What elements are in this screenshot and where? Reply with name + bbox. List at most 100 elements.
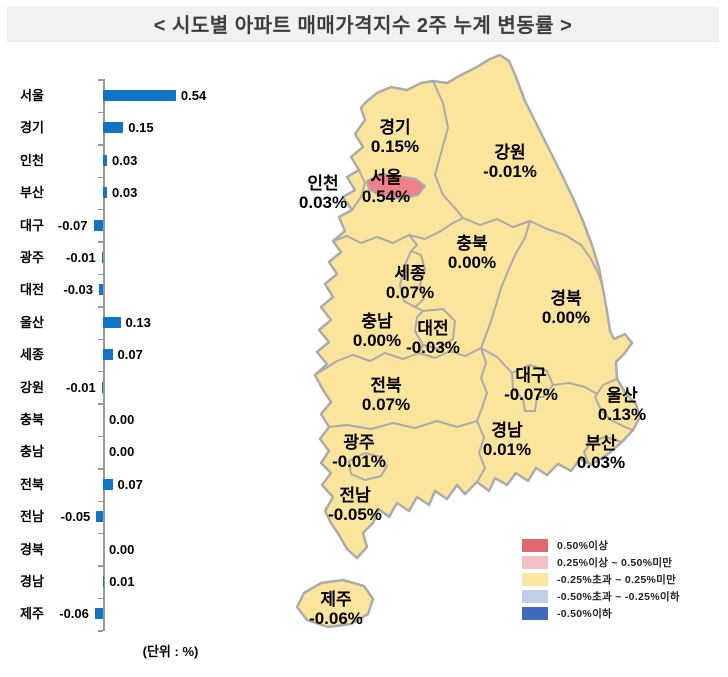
legend-label: 0.25%이상 ~ 0.50%미만 bbox=[557, 557, 673, 569]
legend-color-swatch bbox=[522, 607, 548, 620]
bar bbox=[103, 478, 113, 490]
bar-category-label: 서울 bbox=[20, 88, 44, 103]
page-title: < 시도별 아파트 매매가격지수 2주 누계 변동률 > bbox=[153, 15, 573, 37]
bar-value: 0.13 bbox=[125, 314, 151, 330]
region-busan-outline bbox=[583, 436, 623, 466]
map-region-label-5: 세종 0.07% bbox=[386, 264, 434, 302]
legend-label: -0.50%이하 bbox=[557, 608, 612, 620]
bar bbox=[99, 284, 103, 296]
region-ulsan-outline bbox=[594, 378, 634, 431]
border-daejeon-jeonbuk bbox=[418, 344, 424, 354]
map-region-label-15: 전남 -0.05% bbox=[328, 486, 382, 524]
bar-category-label: 부산 bbox=[20, 185, 44, 201]
map-region-value: 0.00% bbox=[352, 331, 402, 350]
map-region-name: 제주 bbox=[320, 590, 352, 609]
bar-category-label: 대전 bbox=[20, 282, 44, 298]
map-region-label-4: 충북 0.00% bbox=[448, 234, 496, 272]
bar-category-label: 충북 bbox=[20, 412, 44, 427]
border-gyeonggi-gangwon bbox=[432, 80, 464, 219]
map-region-value: 0.13% bbox=[597, 405, 647, 424]
bar-value: 0.03 bbox=[112, 185, 138, 201]
bar-category-label: 광주 bbox=[20, 250, 44, 265]
bar-value: 0.00 bbox=[109, 541, 135, 557]
region-sejong-outline bbox=[399, 250, 426, 308]
map-region-label-3: 서울 0.54% bbox=[362, 168, 410, 206]
bar bbox=[94, 608, 103, 620]
region-jeju-outline bbox=[295, 578, 375, 629]
legend-row: -0.25%초과 ~ 0.25%미만 bbox=[522, 571, 680, 588]
bar bbox=[103, 349, 113, 361]
border-chungbuk-jeonbuk bbox=[418, 347, 482, 359]
region-seoul bbox=[366, 173, 426, 200]
axis-tick bbox=[98, 79, 103, 81]
map-region-name: 대전 bbox=[417, 319, 449, 338]
unit-note: (단위 : %) bbox=[142, 644, 199, 659]
map-region-label-16: 제주 -0.06% bbox=[309, 590, 363, 628]
map-region-value: 0.15% bbox=[370, 137, 420, 156]
bar-category-label: 울산 bbox=[20, 314, 44, 330]
map-region-value: 0.54% bbox=[361, 187, 411, 206]
bar-value: 0.00 bbox=[109, 444, 135, 460]
bar bbox=[103, 90, 176, 101]
legend-color-swatch bbox=[522, 539, 548, 552]
region-gwangju-outline bbox=[348, 452, 388, 481]
map-region-name: 경북 bbox=[550, 289, 582, 308]
map-region-value: -0.01% bbox=[483, 162, 537, 181]
bar-value: -0.01 bbox=[66, 250, 96, 265]
bar bbox=[103, 316, 121, 328]
border-jeonbuk-gyeongnam bbox=[476, 347, 488, 422]
map-region-label-0: 경기 0.15% bbox=[371, 118, 419, 156]
bar-value: 0.07 bbox=[117, 347, 143, 363]
axis-tick bbox=[98, 597, 103, 600]
map-region-value: 0.00% bbox=[541, 308, 591, 327]
axis-tick bbox=[98, 241, 103, 243]
map-region-label-8: 대전 -0.03% bbox=[406, 319, 460, 357]
border-jeonbuk-jeonnam bbox=[328, 420, 478, 430]
region-daejeon-outline bbox=[414, 308, 456, 350]
map-region-name: 충북 bbox=[456, 234, 488, 253]
bar bbox=[101, 381, 104, 393]
axis-tick bbox=[98, 500, 103, 502]
border-gangwon-south bbox=[462, 217, 604, 290]
map-region-name: 서울 bbox=[370, 168, 402, 187]
bar-category-label: 대구 bbox=[20, 217, 44, 233]
bar-value: 0.03 bbox=[112, 152, 138, 168]
map-region-value: 0.00% bbox=[447, 253, 497, 272]
map-region-value: -0.05% bbox=[328, 505, 382, 524]
map-region-value: -0.01% bbox=[332, 452, 386, 471]
map-region-name: 대구 bbox=[515, 366, 547, 385]
map-region-value: -0.03% bbox=[406, 338, 460, 357]
border-gyeongbuk-gyeongnam-east bbox=[552, 382, 598, 395]
bar-value: -0.07 bbox=[57, 217, 88, 233]
bar-value: 0.07 bbox=[117, 476, 143, 492]
bar bbox=[96, 511, 104, 523]
border-chungbuk-gyeongbuk bbox=[480, 220, 531, 349]
map-region-label-10: 대구 -0.07% bbox=[504, 366, 558, 404]
bar-value: -0.03 bbox=[63, 282, 93, 298]
bar-value: -0.05 bbox=[60, 509, 91, 525]
map-region-label-7: 충남 0.00% bbox=[353, 312, 401, 350]
bar bbox=[103, 122, 124, 134]
bar-category-label: 경북 bbox=[20, 541, 44, 557]
map-region-name: 경기 bbox=[379, 118, 411, 137]
bar-value: 0.15 bbox=[128, 120, 154, 136]
map-region-value: 0.01% bbox=[482, 440, 532, 459]
axis-tick bbox=[98, 630, 103, 632]
bar bbox=[103, 576, 105, 587]
province-borders bbox=[314, 80, 634, 483]
map-region-name: 부산 bbox=[585, 434, 617, 453]
legend-label: -0.50%초과 ~ -0.25%이하 bbox=[557, 591, 680, 603]
bar-category-label: 제주 bbox=[20, 606, 44, 622]
bar-category-label: 충남 bbox=[20, 444, 44, 460]
bar bbox=[103, 154, 107, 166]
legend-color-swatch bbox=[522, 573, 548, 586]
legend-label: 0.50%이상 bbox=[557, 540, 609, 552]
bar bbox=[101, 252, 104, 263]
map-region-name: 울산 bbox=[606, 386, 638, 405]
legend-color-swatch bbox=[522, 556, 548, 569]
axis-tick bbox=[98, 532, 103, 535]
map-region-name: 충남 bbox=[361, 312, 393, 331]
axis-tick bbox=[98, 468, 103, 470]
axis-tick bbox=[98, 370, 103, 373]
bar-category-label: 경남 bbox=[20, 574, 44, 589]
